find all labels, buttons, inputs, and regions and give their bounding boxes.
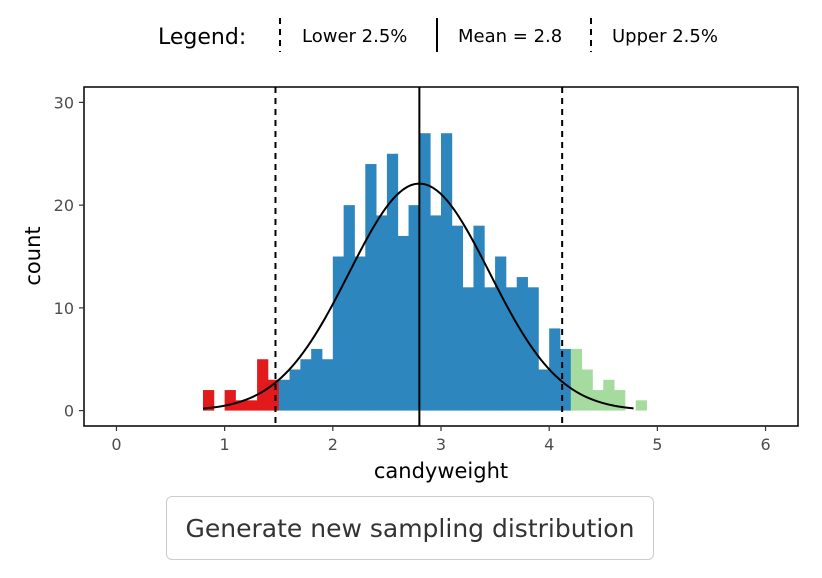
- histogram-bar: [267, 379, 280, 411]
- x-tick-label: 6: [760, 435, 770, 454]
- x-tick-label: 0: [111, 435, 121, 454]
- x-tick-label: 2: [328, 435, 338, 454]
- histogram-bar: [354, 256, 366, 411]
- histogram-bar: [451, 225, 464, 411]
- histogram-bar: [343, 205, 355, 411]
- histogram-bar: [484, 287, 496, 411]
- histogram-bar: [516, 277, 528, 411]
- histogram-bar: [549, 328, 561, 411]
- histogram-bar: [224, 390, 236, 411]
- histogram-bar: [592, 390, 604, 411]
- histogram-bar: [203, 390, 215, 411]
- histogram-bar: [246, 400, 258, 411]
- histogram-bar: [376, 215, 388, 411]
- y-axis-title: count: [21, 226, 45, 285]
- histogram-bar: [365, 164, 377, 411]
- histogram-bar: [386, 153, 399, 411]
- legend: Legend: Lower 2.5% Mean = 2.8 Upper 2.5%: [158, 18, 718, 52]
- reference-lines: [274, 87, 564, 426]
- histogram-bar: [311, 348, 323, 411]
- x-tick-label: 5: [652, 435, 662, 454]
- histogram-bar: [560, 348, 572, 411]
- histogram-bar: [300, 359, 312, 411]
- normal-curve: [202, 182, 634, 410]
- histogram-bar: [614, 390, 626, 411]
- histogram-bar: [495, 256, 507, 411]
- histogram-bar: [538, 369, 550, 411]
- legend-label-upper: Upper 2.5%: [612, 26, 718, 47]
- y-tick-label: 0: [64, 402, 74, 421]
- histogram-bar: [397, 235, 409, 411]
- legend-title: Legend:: [158, 25, 246, 50]
- histogram-bar: [570, 348, 583, 411]
- histogram-bar: [322, 359, 334, 411]
- histogram-bar: [257, 359, 269, 411]
- histogram-bar: [635, 400, 647, 411]
- x-tick-label: 3: [436, 435, 446, 454]
- x-tick-label: 1: [220, 435, 230, 454]
- y-tick-label: 20: [54, 196, 74, 215]
- y-tick-label: 10: [54, 299, 74, 318]
- y-axis: 0 10 20 30: [54, 93, 84, 421]
- histogram-bar: [430, 215, 442, 411]
- histogram-bar: [278, 379, 290, 411]
- x-axis: 0 1 2 3 4 5 6: [111, 426, 771, 454]
- histogram-bar: [603, 379, 615, 411]
- x-tick-label: 4: [544, 435, 554, 454]
- histogram-bars: [203, 133, 647, 411]
- legend-label-mean: Mean = 2.8: [458, 26, 562, 47]
- histogram-bar: [441, 133, 453, 411]
- histogram-bar: [473, 225, 485, 411]
- histogram-bar: [419, 133, 431, 411]
- histogram-bar: [505, 287, 518, 411]
- histogram-bar: [581, 369, 593, 411]
- histogram-bar: [235, 400, 247, 411]
- histogram-bar: [332, 256, 345, 411]
- y-tick-label: 30: [54, 93, 74, 112]
- histogram-bar: [289, 369, 301, 411]
- histogram-bar: [462, 287, 474, 411]
- generate-sampling-button[interactable]: Generate new sampling distribution: [166, 496, 654, 560]
- legend-label-lower: Lower 2.5%: [302, 26, 407, 47]
- histogram-bar: [408, 205, 420, 411]
- x-axis-title: candyweight: [374, 459, 508, 483]
